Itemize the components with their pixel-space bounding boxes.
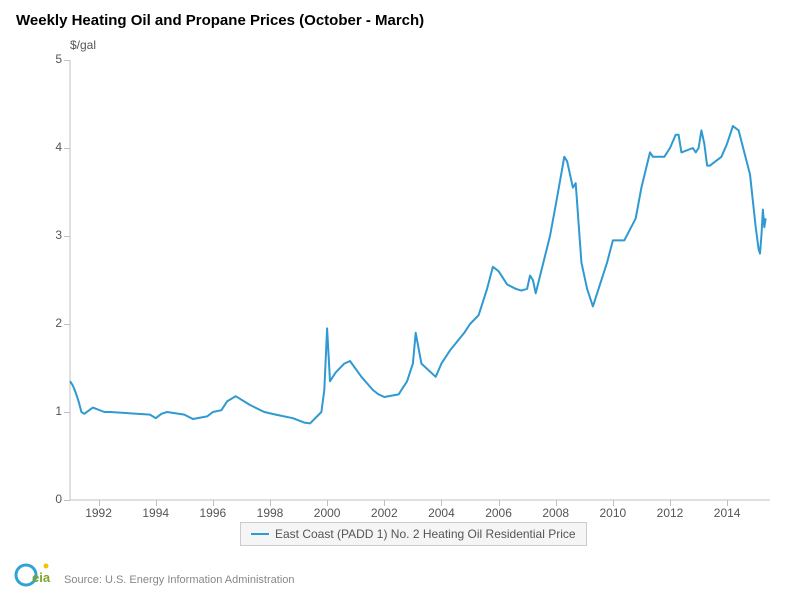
- x-tick-label: 2010: [599, 506, 626, 520]
- y-tick: [64, 148, 70, 149]
- x-tick-label: 2012: [657, 506, 684, 520]
- chart-legend: East Coast (PADD 1) No. 2 Heating Oil Re…: [240, 522, 587, 546]
- eia-logo-icon: eia: [14, 560, 58, 590]
- x-tick-label: 1998: [257, 506, 284, 520]
- x-tick-label: 2008: [542, 506, 569, 520]
- y-tick: [64, 236, 70, 237]
- source-attribution: Source: U.S. Energy Information Administ…: [64, 574, 295, 586]
- y-tick-label: 0: [42, 492, 62, 506]
- line-chart-svg: [70, 60, 770, 500]
- y-tick: [64, 324, 70, 325]
- chart-plot-area: [70, 60, 770, 500]
- y-tick: [64, 412, 70, 413]
- x-tick-label: 2006: [485, 506, 512, 520]
- y-axis-title: $/gal: [70, 38, 96, 52]
- legend-label: East Coast (PADD 1) No. 2 Heating Oil Re…: [275, 527, 576, 541]
- chart-title: Weekly Heating Oil and Propane Prices (O…: [16, 12, 424, 29]
- y-tick: [64, 60, 70, 61]
- x-tick-label: 2002: [371, 506, 398, 520]
- x-tick-label: 1994: [142, 506, 169, 520]
- y-tick-label: 5: [42, 52, 62, 66]
- x-tick-label: 2014: [714, 506, 741, 520]
- y-tick-label: 4: [42, 140, 62, 154]
- x-tick-label: 2000: [314, 506, 341, 520]
- x-tick-label: 1996: [199, 506, 226, 520]
- y-tick: [64, 500, 70, 501]
- y-tick-label: 2: [42, 316, 62, 330]
- x-tick-label: 2004: [428, 506, 455, 520]
- svg-text:eia: eia: [32, 570, 51, 585]
- y-tick-label: 1: [42, 404, 62, 418]
- y-tick-label: 3: [42, 228, 62, 242]
- legend-swatch: [251, 533, 269, 535]
- x-tick-label: 1992: [85, 506, 112, 520]
- price-line: [70, 126, 766, 423]
